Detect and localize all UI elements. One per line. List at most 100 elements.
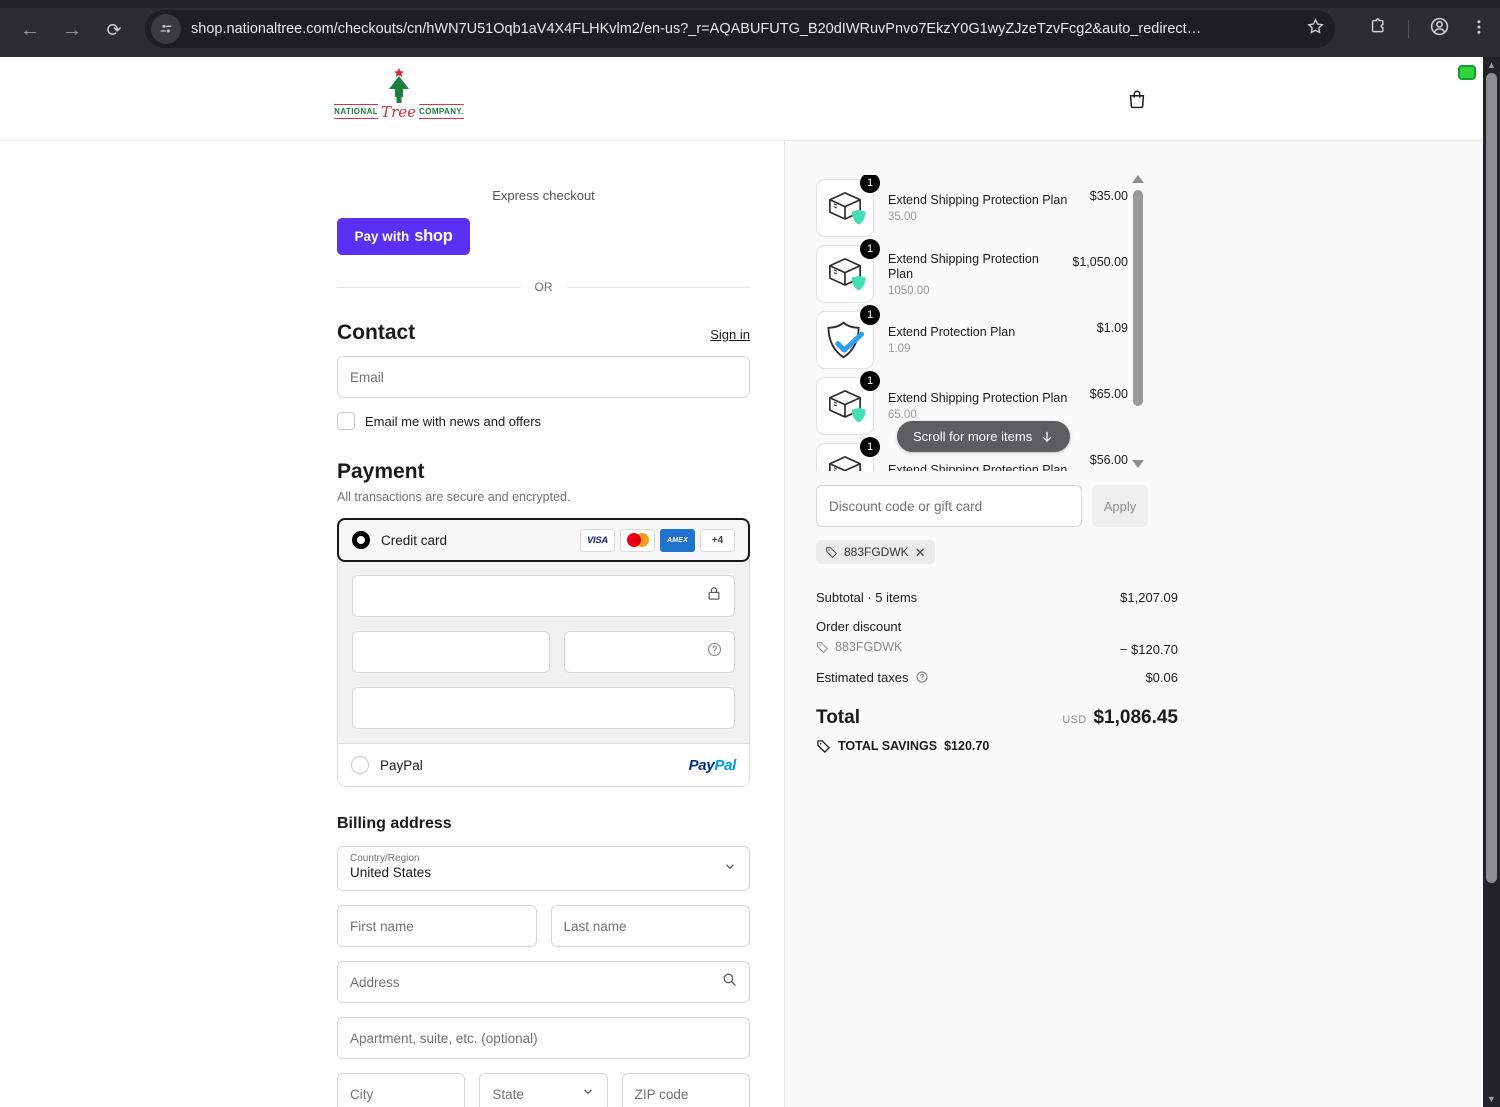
url-text[interactable]: shop.nationaltree.com/checkouts/cn/hWN7U… [191,21,1202,37]
items-scrollbar[interactable] [1131,175,1144,471]
item-name: Extend Shipping Protection Plan [888,463,1068,471]
savings-value: $120.70 [944,739,990,753]
security-code-help-icon[interactable] [706,641,723,663]
item-thumbnail: 1 [816,175,880,237]
name-on-card-field[interactable] [352,687,735,729]
subtotal-label: Subtotal · 5 items [816,590,918,605]
credit-card-radio[interactable] [352,531,370,549]
apply-discount-button[interactable]: Apply [1092,485,1148,527]
item-price: $35.00 [1089,189,1128,203]
page-scrollbar[interactable]: ▲ ▼ [1483,57,1500,1107]
extensions-icon[interactable] [1369,17,1388,41]
items-scroll-down-icon[interactable] [1132,460,1144,468]
security-code-field[interactable] [563,631,735,673]
paypal-radio[interactable] [351,756,369,774]
paypal-option[interactable]: PayPal PayPal [338,743,749,786]
order-item: 1 Extend Shipping Protection Plan 65.00 … [816,371,1128,439]
payment-methods: Credit card VISA AMEX +4 [337,518,750,787]
browser-menu-icon[interactable] [1470,18,1488,41]
item-price: $1,050.00 [1072,255,1128,269]
item-variant: 1.09 [888,343,911,355]
item-thumbnail: 1 [816,305,880,369]
taxes-value: $0.06 [1145,669,1178,685]
credit-card-label: Credit card [381,532,448,548]
item-name: Extend Protection Plan [888,325,1016,339]
payment-subtitle: All transactions are secure and encrypte… [337,490,571,504]
logo-word-script: Tree [381,102,417,121]
item-quantity-badge: 1 [860,175,880,193]
profile-icon[interactable] [1429,16,1450,42]
item-quantity-badge: 1 [860,437,880,457]
page-scrollbar-thumb[interactable] [1486,73,1497,883]
item-name: Extend Shipping Protection Plan [888,391,1068,405]
box-shield-icon [829,456,861,471]
taxes-help-icon[interactable] [915,670,929,684]
box-shield-icon [829,390,866,423]
pay-with-label: Pay with [354,229,410,244]
back-icon[interactable]: ← [20,18,40,41]
site-info-icon[interactable] [151,14,181,44]
toolbar-divider [1408,20,1409,38]
order-item: 1 Extend Shipping Protection Plan 35.00 … [816,175,1128,241]
item-variant: 35.00 [888,211,917,223]
first-name-input[interactable] [337,905,537,947]
chevron-down-icon [723,859,737,878]
logo-word-right: COMPANY. [419,104,464,119]
shield-check-icon [827,321,865,359]
address-bar[interactable]: shop.nationaltree.com/checkouts/cn/hWN7U… [145,10,1335,48]
last-name-input[interactable] [550,905,750,947]
search-icon [721,971,738,993]
savings-label: TOTAL SAVINGS [838,739,938,753]
forward-icon[interactable]: → [62,18,82,41]
item-price: $1.09 [1096,321,1128,335]
city-input[interactable] [337,1073,466,1107]
state-select[interactable]: State [479,1073,608,1107]
scrollbar-up-icon[interactable]: ▲ [1487,60,1496,70]
discount-code-input[interactable] [816,485,1082,527]
cart-icon[interactable] [1126,88,1148,110]
pay-with-shop-button[interactable]: Pay with shop [337,218,470,255]
scrollbar-down-icon[interactable]: ▼ [1487,1094,1496,1104]
order-discount-label: Order discount [816,619,902,634]
arrow-down-icon [1043,431,1052,442]
zip-code-input[interactable] [621,1073,750,1107]
news-offers-checkbox[interactable] [337,412,355,430]
item-variant: 65.00 [888,409,917,421]
tag-icon [826,546,838,558]
mastercard-icon [620,528,655,552]
order-items-list: 1 Extend Shipping Protection Plan 35.00 … [816,175,1128,471]
item-quantity-badge: 1 [860,239,880,259]
apartment-input[interactable] [337,1017,750,1059]
items-scrollbar-thumb[interactable] [1133,190,1143,406]
item-thumbnail: 1 [816,239,880,303]
sign-in-link[interactable]: Sign in [710,327,750,342]
scroll-more-label: Scroll for more items [913,429,1033,444]
reload-icon[interactable]: ⟳ [106,19,122,40]
lock-icon [705,585,723,608]
item-quantity-badge: 1 [860,305,880,325]
more-cards-badge: +4 [700,528,735,552]
expiration-date-field[interactable] [352,631,550,673]
browser-top-strip [0,0,1500,8]
browser-toolbar: ← → ⟳ shop.nationaltree.com/checkouts/cn… [0,0,1500,57]
news-offers-label: Email me with news and offers [365,413,542,429]
discount-chip-code: 883FGDWK [844,545,909,559]
address-input[interactable] [337,961,750,1003]
store-logo[interactable]: NATIONAL Tree COMPANY. [334,68,464,121]
discount-value: − $120.70 [1119,641,1178,657]
items-scroll-up-icon[interactable] [1132,175,1144,183]
paypal-label: PayPal [380,757,423,773]
paypal-logo: PayPal [688,756,737,774]
scroll-for-more-button[interactable]: Scroll for more items [897,421,1071,452]
email-input[interactable] [337,356,750,398]
or-divider: OR [337,280,750,294]
country-select[interactable]: Country/Region United States [337,846,750,891]
tree-logo-icon [389,68,409,103]
credit-card-option[interactable]: Credit card VISA AMEX +4 [337,518,750,562]
chevron-down-icon [581,1085,595,1104]
card-number-field[interactable] [352,575,735,617]
bookmark-star-icon[interactable] [1306,17,1325,41]
state-placeholder: State [492,1086,524,1102]
item-price: $56.00 [1089,453,1128,467]
remove-discount-icon[interactable]: ✕ [914,544,926,560]
